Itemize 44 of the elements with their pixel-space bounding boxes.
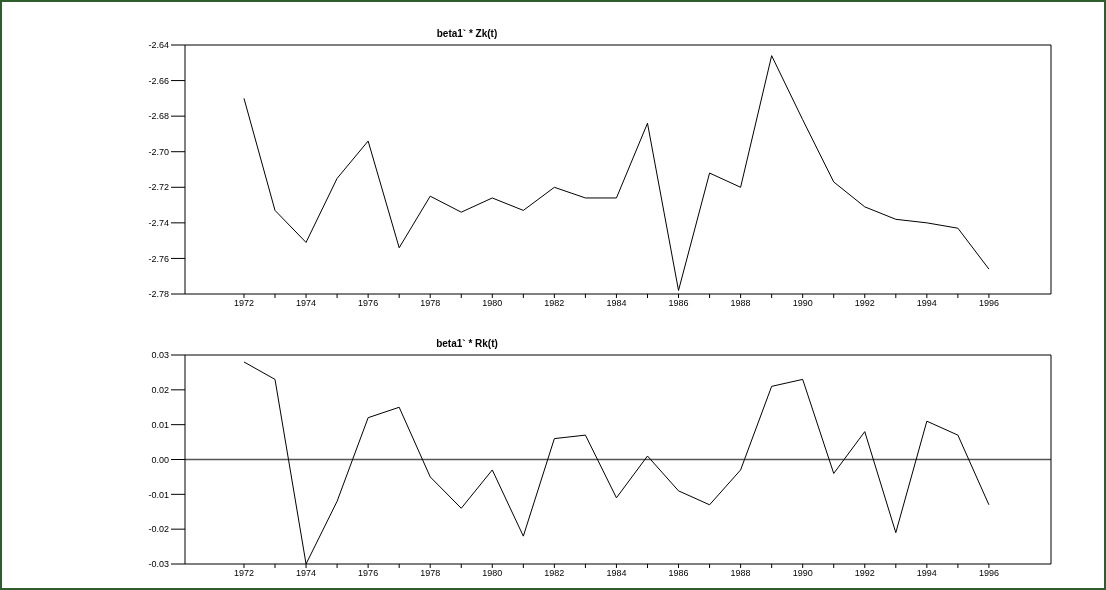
x-tick-label: 1992 [854, 298, 875, 309]
y-tick-label: -2.72 [148, 182, 169, 193]
y-tick-label: -2.74 [148, 218, 169, 229]
line-series [243, 55, 990, 291]
y-tick-label: 0.02 [151, 385, 169, 396]
y-tick-label: -0.03 [148, 559, 169, 570]
y-tick-label: -2.66 [148, 75, 169, 86]
chart-title: beta1` * Zk(t) [435, 28, 499, 39]
x-tick-label: 1984 [606, 568, 627, 579]
x-tick-label: 1994 [916, 568, 937, 579]
y-tick-label: 0.03 [151, 350, 169, 361]
y-tick-label: -2.78 [148, 289, 169, 300]
y-tick-label: -0.02 [148, 524, 169, 535]
x-tick-label: 1982 [544, 568, 565, 579]
y-tick-label: 0.00 [151, 454, 169, 465]
x-tick-label: 1990 [792, 298, 813, 309]
x-tick-label: 1996 [978, 568, 999, 579]
x-tick-label: 1974 [296, 568, 317, 579]
x-tick-label: 1988 [730, 568, 751, 579]
x-tick-label: 1986 [668, 298, 689, 309]
x-tick-label: 1974 [296, 298, 317, 309]
y-tick-label: -0.01 [148, 489, 169, 500]
x-tick-label: 1984 [606, 298, 627, 309]
x-tick-label: 1990 [792, 568, 813, 579]
chart-title: beta1` * Rk(t) [435, 338, 499, 349]
x-tick-label: 1976 [358, 298, 379, 309]
y-tick-label: -2.64 [148, 40, 169, 51]
x-tick-label: 1980 [482, 568, 503, 579]
x-tick-label: 1986 [668, 568, 689, 579]
y-tick-label: -2.76 [148, 253, 169, 264]
x-tick-label: 1996 [978, 298, 999, 309]
x-tick-label: 1978 [420, 298, 441, 309]
x-tick-label: 1972 [233, 568, 254, 579]
y-tick-label: -2.68 [148, 111, 169, 122]
y-tick-label: 0.01 [151, 419, 169, 430]
y-tick-label: -2.70 [148, 146, 169, 157]
x-tick-label: 1980 [482, 298, 503, 309]
x-tick-label: 1982 [544, 298, 565, 309]
x-tick-label: 1978 [420, 568, 441, 579]
x-tick-label: 1994 [916, 298, 937, 309]
x-tick-label: 1992 [854, 568, 875, 579]
x-tick-label: 1988 [730, 298, 751, 309]
x-tick-label: 1976 [358, 568, 379, 579]
x-tick-label: 1972 [233, 298, 254, 309]
